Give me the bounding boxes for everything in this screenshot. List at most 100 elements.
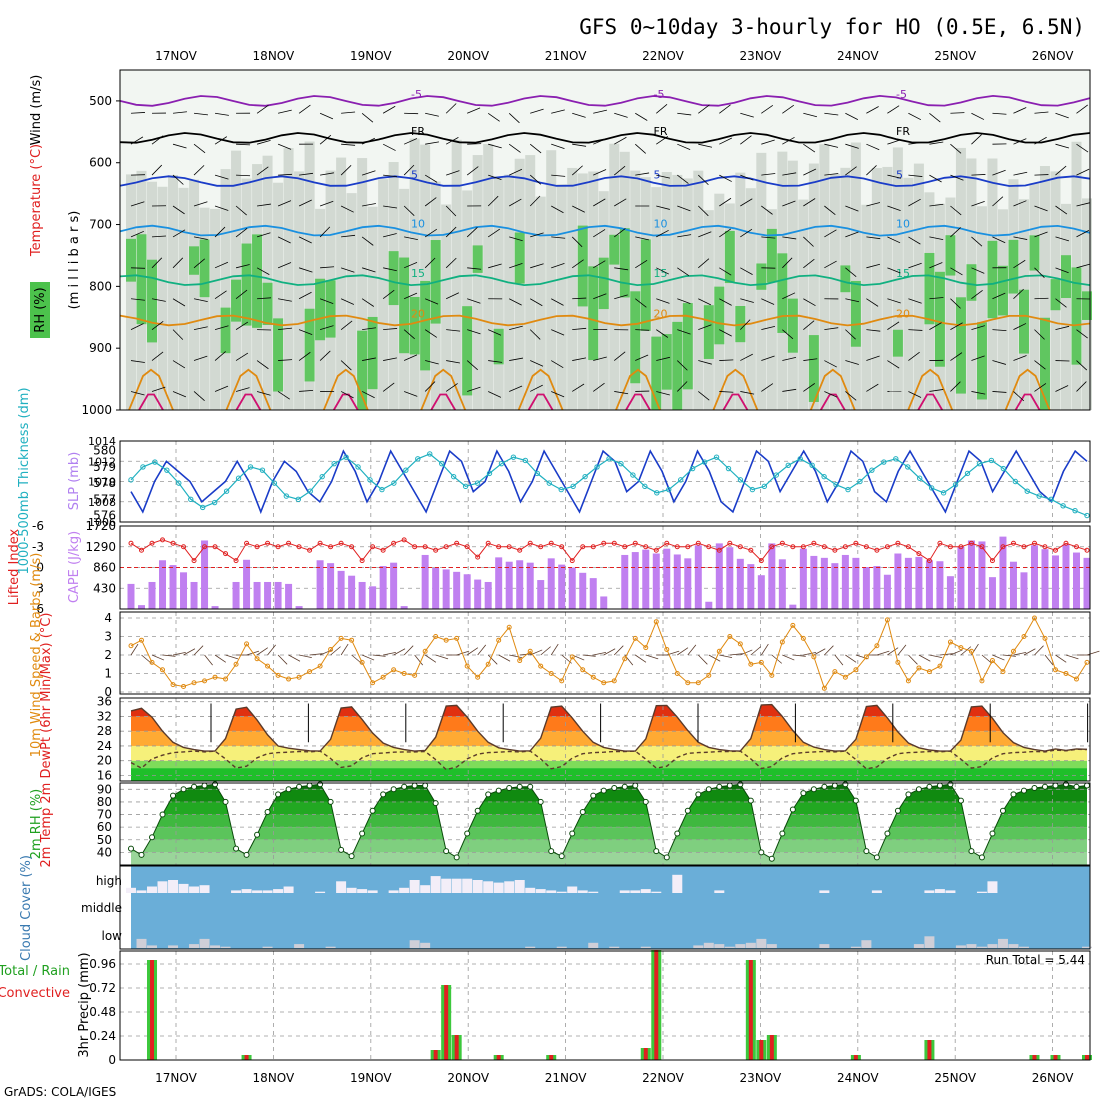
precip-convective-bar [654,950,659,1060]
rh-shade-green [682,303,693,390]
cloud-low-bar [420,942,431,948]
rh-shade-gray [546,150,557,410]
wind-barb [236,174,251,177]
wind-barb [845,329,856,340]
wind-barb [214,136,228,145]
wind-barb [803,358,818,361]
cape-bar [369,586,377,609]
bottom-date-tick: 22NOV [642,1071,684,1085]
rh-band [131,827,1087,840]
wind10m-tick: 2 [104,648,112,662]
pressure-tick: 600 [89,156,112,170]
thickness-point [725,465,732,472]
top-date-tick: 26NOV [1032,49,1074,63]
wind-barb [508,112,520,124]
rh2m-axis-label: 2m RH (%) [29,789,44,860]
wind-barb [635,259,648,269]
wind-barb [614,351,626,361]
wind-barb [403,292,418,300]
cape-bar [243,559,251,609]
cloud-low-bar [724,946,735,948]
slp-tick: 1006 [88,516,116,529]
wind-barb [425,360,439,365]
wind-barb [824,327,839,331]
wind-barb [782,388,797,392]
wind10m-point [254,656,260,662]
wind-barb [467,329,481,335]
wind-barb [256,360,269,370]
wind10m-point [170,682,176,688]
millibars-axis-label: (m i l l i b a r s) [67,211,82,310]
cloud-high-bar [399,887,410,893]
cape-bar [621,554,629,609]
cape-bar [432,567,440,609]
wind-barb [719,137,733,145]
wind-barb [172,298,186,307]
wind-barb [214,325,229,331]
cape-bar [841,554,849,609]
thickness-point [211,499,218,506]
rh-shade-green [850,280,861,347]
rh-shade-gray [829,173,840,410]
wind-barb [361,391,375,399]
wind-barb [404,391,418,397]
cape-bar [852,557,860,609]
cape-bar [285,583,293,609]
wind-barb [1055,267,1069,274]
wind10m-point [559,678,565,684]
wind-barb [698,104,710,114]
lifted-index-point [874,547,880,553]
rh-point [905,791,912,798]
lifted-index-point [307,547,313,553]
rh-shade-gray [378,179,389,410]
thickness-point [474,480,481,486]
cloud-low-bar [262,946,273,948]
thickness-point [1012,478,1018,485]
wind10m-barb [897,644,907,656]
wind-barb [1013,259,1026,269]
wind-barb [719,359,734,361]
rh-shade-green [966,264,977,301]
wind-barb [383,357,397,361]
cloud-high-bar [388,890,399,893]
cape-bar [1041,549,1049,609]
cape-axis-label: CAPE (J/kg) [67,531,82,603]
wind10m-point [538,663,544,669]
wind-barb [929,112,941,123]
wind-barb [677,174,689,184]
wind-barb [656,298,670,304]
wind-barb [992,196,1004,207]
rh-shade-green [357,330,368,410]
wind10m-frame [119,611,1091,695]
precip-convective-bar [927,1040,932,1060]
rh-point [170,792,177,799]
rh-shade-gray [766,209,777,410]
wind10m-point [485,661,491,667]
wind-barb [382,143,396,151]
thickness-point [713,454,720,460]
wind10m-barb [960,646,972,656]
cloud-high-bar [168,880,179,893]
cape-tick: 430 [93,581,116,595]
wind-barb [172,391,187,398]
wind-barb [278,359,293,361]
rh-point [474,807,481,814]
cloud-low-bar [189,944,200,948]
wind-barb [362,357,376,361]
lifted-index-point [1021,544,1027,550]
wind-barb [320,172,334,176]
wind10m-point [695,680,701,686]
precip-convective-legend: Convective [0,986,70,1001]
wind10m-barb [834,654,844,666]
isotherm-25-loop [722,393,749,411]
lifted-index-point [737,544,743,550]
wind-barb [235,321,249,330]
wind-barb [172,174,184,185]
cloud-low-bar [220,946,231,948]
wind10m-barb [309,653,323,656]
lifted-index-point [916,551,922,557]
wind-barb [1034,136,1047,145]
rh-shade-gray [945,197,956,410]
isotherm-20-loop [712,368,759,411]
wind10m-point [401,671,407,676]
